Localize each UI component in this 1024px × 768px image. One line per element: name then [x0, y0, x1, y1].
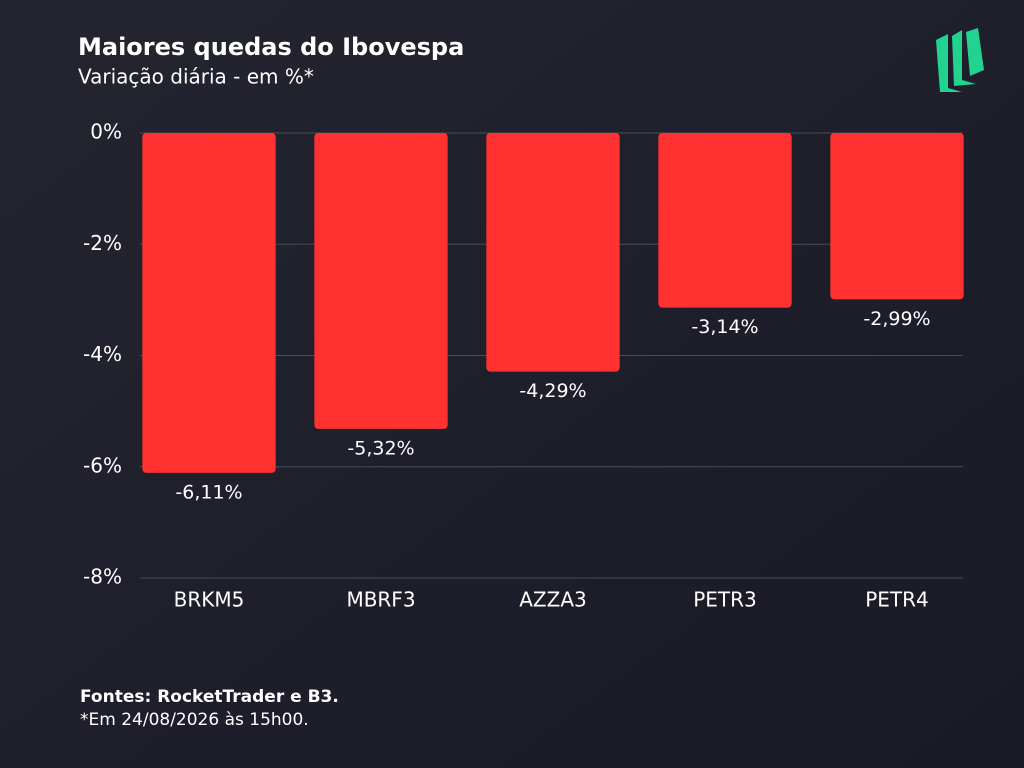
- note: *Em 24/08/2026 às 15h00.: [80, 710, 309, 730]
- value-label: -2,99%: [863, 308, 930, 330]
- bar: [314, 133, 448, 429]
- y-tick-label: -6%: [83, 453, 122, 477]
- chart-title: Maiores quedas do Ibovespa: [78, 33, 464, 61]
- source: Fontes: RocketTrader e B3.: [80, 687, 339, 707]
- y-tick-label: -8%: [83, 565, 122, 589]
- x-tick-label: MBRF3: [346, 588, 415, 612]
- y-tick-label: -4%: [83, 342, 122, 366]
- value-label: -5,32%: [347, 437, 414, 459]
- x-tick-label: PETR4: [865, 588, 929, 612]
- value-label: -4,29%: [519, 380, 586, 402]
- bar: [658, 133, 792, 308]
- y-tick-label: 0%: [90, 120, 122, 144]
- x-tick-label: BRKM5: [174, 588, 245, 612]
- bar: [486, 133, 620, 372]
- chart-subtitle: Variação diária - em %*: [78, 65, 314, 89]
- value-label: -3,14%: [691, 316, 758, 338]
- y-tick-label: -2%: [83, 231, 122, 255]
- value-label: -6,11%: [175, 481, 242, 503]
- bar: [142, 133, 276, 473]
- x-tick-label: AZZA3: [519, 588, 587, 612]
- x-tick-label: PETR3: [693, 588, 757, 612]
- bar: [830, 133, 964, 300]
- logo: [936, 28, 984, 92]
